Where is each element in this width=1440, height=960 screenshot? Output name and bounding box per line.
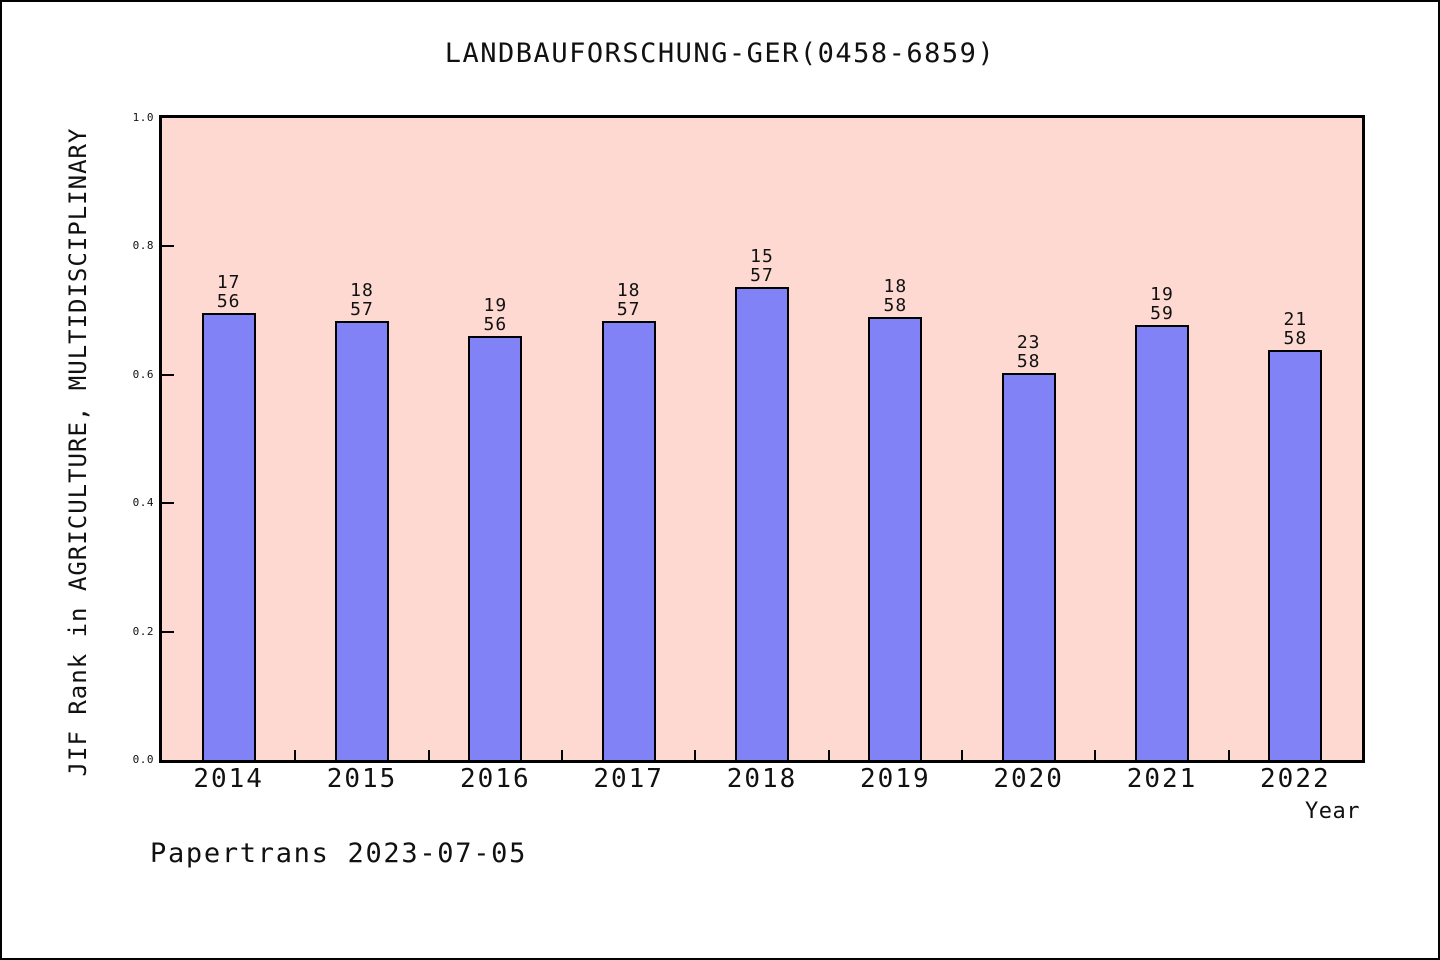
x-tick-label-2022: 2022 [1260, 764, 1331, 794]
bar-rank-value: 15 [750, 246, 774, 267]
bar-value-label-2021: 19 59 [1122, 285, 1202, 323]
bar-value-label-2018: 15 57 [722, 247, 802, 285]
x-tick-label-2016: 2016 [460, 764, 531, 794]
plot-frame: 17 56 18 57 19 56 18 57 15 57 18 58 23 58 19 59 21 58 [159, 115, 1365, 763]
bar-2017 [601, 321, 656, 760]
y-axis-tick [162, 630, 174, 633]
y-axis-tick [162, 373, 174, 376]
bar-2015 [335, 321, 389, 760]
x-axis-minor-tick [294, 750, 297, 760]
bar-value-label-2020: 23 58 [989, 333, 1069, 371]
bar-total-value: 58 [1016, 351, 1041, 372]
x-tick-label-2015: 2015 [326, 764, 398, 794]
bar-rank-value: 18 [883, 276, 908, 297]
x-tick-label-2021: 2021 [1126, 764, 1198, 794]
y-tick-label-0.6: 0.6 [132, 367, 154, 381]
x-tick-label-2019: 2019 [860, 764, 931, 794]
x-axis-title: Year [1305, 799, 1360, 824]
chart-title: LANDBAUFORSCHUNG-GER(0458-6859) [444, 38, 996, 69]
footer-watermark: Papertrans 2023-07-05 [150, 838, 528, 869]
bar-total-value: 58 [1283, 328, 1308, 349]
x-axis-minor-tick [427, 750, 430, 760]
bar-2020 [1001, 373, 1056, 760]
bar-2014 [201, 313, 256, 760]
bar-value-label-2022: 21 58 [1255, 310, 1335, 348]
x-axis-minor-tick [561, 750, 563, 760]
x-axis-minor-tick [1094, 750, 1097, 760]
y-axis-tick [162, 245, 174, 248]
bar-total-value: 56 [483, 314, 508, 335]
bar-rank-value: 18 [350, 280, 374, 301]
y-axis-title: JIF Rank in AGRICULTURE, MULTIDISCIPLINA… [64, 127, 92, 777]
bar-value-label-2014: 17 56 [189, 273, 269, 311]
bar-2016 [468, 336, 523, 760]
bar-value-label-2019: 18 58 [855, 277, 935, 315]
bar-rank-value: 19 [1150, 284, 1174, 305]
bar-rank-value: 18 [616, 280, 641, 301]
y-tick-label-0.2: 0.2 [132, 624, 154, 638]
bar-total-value: 59 [1150, 303, 1174, 324]
bar-rank-value: 19 [483, 295, 508, 316]
x-axis-minor-tick [694, 750, 697, 760]
bar-total-value: 57 [616, 299, 641, 320]
x-axis-minor-tick [961, 750, 963, 760]
bar-2019 [868, 317, 923, 760]
x-tick-label-2018: 2018 [726, 764, 798, 794]
x-tick-label-2017: 2017 [593, 764, 664, 794]
x-axis-minor-tick [1227, 750, 1230, 760]
bar-value-label-2015: 18 57 [322, 281, 402, 319]
bar-total-value: 56 [216, 291, 241, 312]
bar-rank-value: 17 [216, 272, 241, 293]
bar-2018 [735, 287, 789, 760]
y-tick-label-0.4: 0.4 [132, 496, 154, 510]
bar-value-label-2016: 19 56 [455, 296, 535, 334]
bar-total-value: 57 [750, 265, 774, 286]
bar-2021 [1135, 325, 1189, 760]
x-tick-label-2020: 2020 [993, 764, 1064, 794]
bar-2022 [1268, 350, 1323, 760]
bar-total-value: 57 [350, 299, 374, 320]
bar-value-label-2017: 18 57 [589, 281, 669, 319]
x-axis-minor-tick [827, 750, 830, 760]
bar-rank-value: 21 [1283, 309, 1308, 330]
y-axis-tick [162, 502, 174, 505]
y-tick-label-0.8: 0.8 [132, 239, 154, 253]
y-tick-label-1.0: 1.0 [132, 111, 154, 124]
bar-rank-value: 23 [1016, 332, 1041, 353]
y-tick-label-0.0: 0.0 [132, 753, 154, 766]
x-tick-label-2014: 2014 [193, 764, 264, 794]
plot-area: 17 56 18 57 19 56 18 57 15 57 18 58 23 58 19 59 21 58 [162, 118, 1362, 760]
bar-total-value: 58 [883, 295, 908, 316]
